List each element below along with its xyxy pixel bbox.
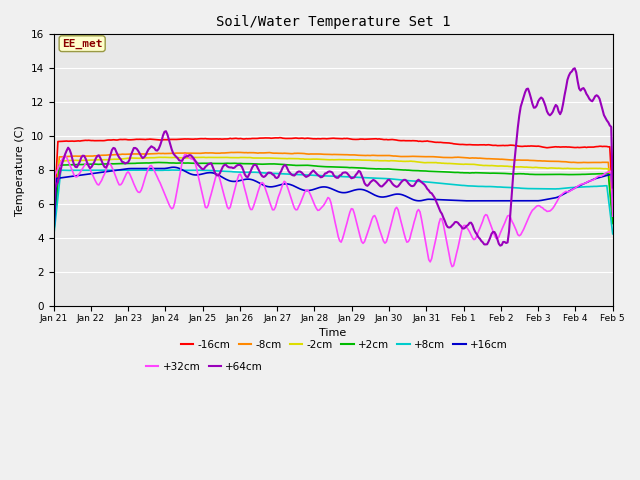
-16cm bbox=[86, 138, 94, 144]
+64cm bbox=[337, 172, 345, 178]
+2cm bbox=[68, 162, 76, 168]
-2cm bbox=[86, 157, 94, 163]
+8cm bbox=[609, 231, 616, 237]
+64cm bbox=[68, 157, 76, 163]
+64cm bbox=[607, 124, 615, 130]
Text: EE_met: EE_met bbox=[62, 38, 102, 49]
+16cm bbox=[606, 172, 614, 178]
Line: +8cm: +8cm bbox=[54, 170, 612, 238]
+8cm bbox=[50, 235, 58, 241]
+64cm bbox=[50, 226, 58, 231]
+32cm bbox=[607, 168, 615, 174]
+8cm bbox=[450, 181, 458, 187]
-8cm bbox=[50, 228, 58, 234]
Line: +64cm: +64cm bbox=[54, 68, 612, 246]
+2cm bbox=[533, 172, 541, 178]
-8cm bbox=[450, 155, 458, 160]
Line: -2cm: -2cm bbox=[54, 157, 612, 233]
-2cm bbox=[606, 183, 614, 189]
+2cm bbox=[155, 159, 163, 165]
+64cm bbox=[86, 165, 94, 171]
-16cm bbox=[68, 138, 76, 144]
+32cm bbox=[451, 257, 459, 263]
+64cm bbox=[533, 103, 541, 108]
+16cm bbox=[450, 197, 458, 203]
-8cm bbox=[533, 158, 541, 164]
-2cm bbox=[50, 230, 58, 236]
+32cm bbox=[609, 213, 616, 219]
-2cm bbox=[609, 217, 616, 223]
Line: +2cm: +2cm bbox=[54, 162, 612, 236]
+8cm bbox=[606, 207, 614, 213]
+32cm bbox=[534, 203, 542, 208]
-8cm bbox=[68, 153, 76, 159]
Line: -16cm: -16cm bbox=[54, 138, 612, 224]
+32cm bbox=[448, 264, 456, 270]
-2cm bbox=[450, 161, 458, 167]
-16cm bbox=[450, 141, 458, 147]
Title: Soil/Water Temperature Set 1: Soil/Water Temperature Set 1 bbox=[216, 15, 451, 29]
-2cm bbox=[533, 165, 541, 170]
-16cm bbox=[606, 144, 614, 150]
+2cm bbox=[606, 188, 614, 193]
Line: -8cm: -8cm bbox=[54, 152, 612, 231]
+16cm bbox=[533, 198, 541, 204]
+8cm bbox=[86, 168, 94, 173]
+32cm bbox=[50, 217, 58, 223]
Line: +16cm: +16cm bbox=[54, 167, 612, 242]
X-axis label: Time: Time bbox=[319, 328, 347, 338]
-8cm bbox=[86, 153, 94, 159]
+16cm bbox=[339, 190, 346, 195]
+64cm bbox=[448, 223, 456, 228]
+8cm bbox=[533, 186, 541, 192]
+8cm bbox=[68, 168, 76, 173]
-16cm bbox=[276, 135, 284, 141]
-16cm bbox=[339, 136, 346, 142]
+2cm bbox=[50, 233, 58, 239]
+32cm bbox=[68, 168, 76, 174]
-8cm bbox=[609, 213, 616, 219]
+16cm bbox=[50, 240, 58, 245]
-16cm bbox=[50, 221, 58, 227]
+64cm bbox=[497, 243, 504, 249]
+32cm bbox=[86, 166, 94, 172]
Legend: +32cm, +64cm: +32cm, +64cm bbox=[141, 358, 268, 376]
+64cm bbox=[609, 185, 616, 191]
+8cm bbox=[168, 167, 175, 173]
-16cm bbox=[609, 197, 616, 203]
+32cm bbox=[181, 152, 189, 157]
+8cm bbox=[339, 174, 346, 180]
Y-axis label: Temperature (C): Temperature (C) bbox=[15, 125, 25, 216]
-16cm bbox=[533, 144, 541, 149]
-2cm bbox=[339, 157, 346, 163]
-8cm bbox=[232, 149, 240, 155]
-2cm bbox=[198, 155, 206, 160]
+2cm bbox=[450, 169, 458, 175]
+16cm bbox=[86, 171, 94, 177]
Line: +32cm: +32cm bbox=[54, 155, 612, 267]
-8cm bbox=[606, 178, 614, 183]
+2cm bbox=[86, 161, 94, 167]
+16cm bbox=[609, 204, 616, 210]
+16cm bbox=[170, 164, 177, 170]
+2cm bbox=[339, 165, 346, 170]
+32cm bbox=[339, 236, 346, 241]
-2cm bbox=[68, 157, 76, 163]
+64cm bbox=[571, 65, 579, 71]
+2cm bbox=[609, 221, 616, 227]
-8cm bbox=[339, 152, 346, 157]
+16cm bbox=[68, 173, 76, 179]
